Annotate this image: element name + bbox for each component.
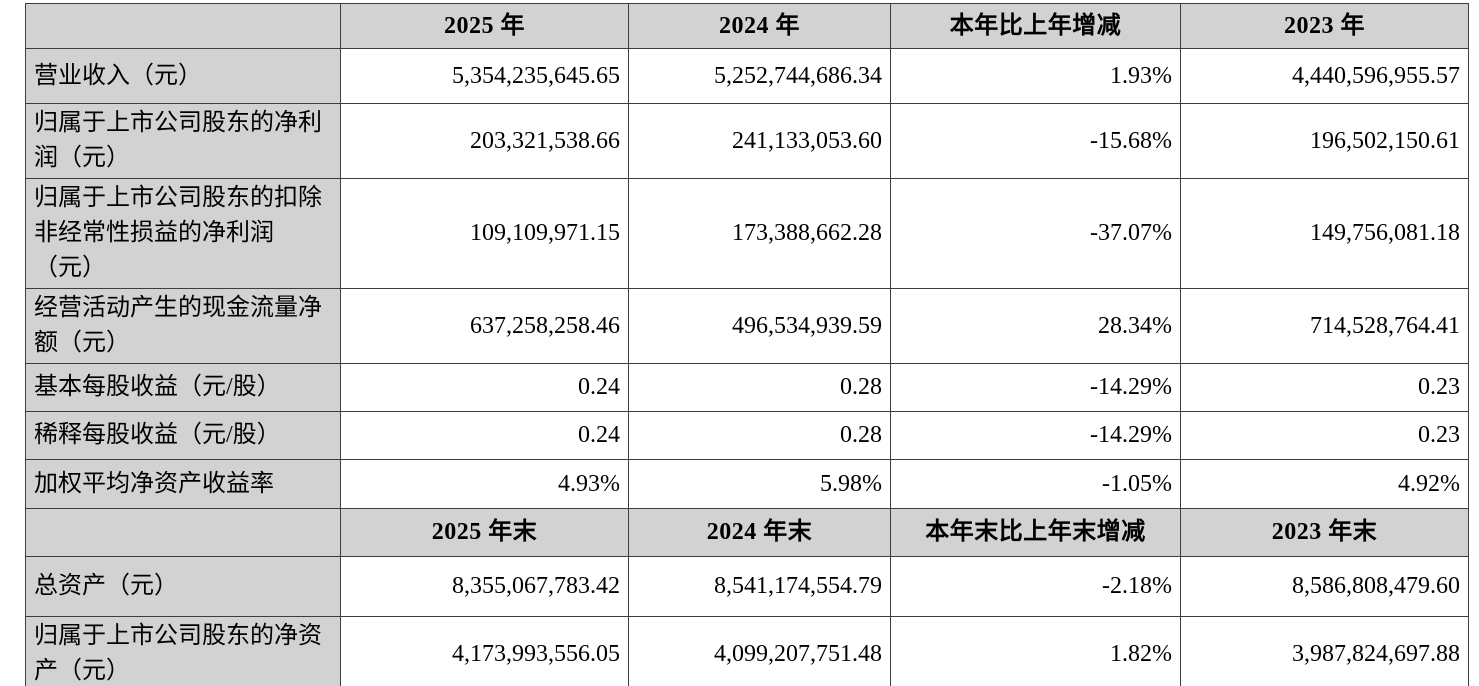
row-label: 加权平均净资产收益率 <box>25 459 341 509</box>
cell-value: -15.68% <box>890 103 1181 179</box>
row-label: 经营活动产生的现金流量净额（元） <box>25 288 341 364</box>
empty-corner-cell <box>25 3 341 49</box>
cell-value: 3,987,824,697.88 <box>1180 616 1469 686</box>
cell-value: 4,440,596,955.57 <box>1180 48 1469 104</box>
row-label: 归属于上市公司股东的净资产（元） <box>25 616 341 686</box>
cell-value: 149,756,081.18 <box>1180 178 1469 289</box>
cell-value: 0.24 <box>340 363 629 412</box>
cell-value: 4,099,207,751.48 <box>628 616 891 686</box>
cell-value: -2.18% <box>890 556 1181 617</box>
table-row-net-profit: 归属于上市公司股东的净利润（元） 203,321,538.66 241,133,… <box>25 103 1469 179</box>
cell-value: -1.05% <box>890 459 1181 509</box>
cell-value: 4,173,993,556.05 <box>340 616 629 686</box>
cell-value: 8,355,067,783.42 <box>340 556 629 617</box>
row-label: 总资产（元） <box>25 556 341 617</box>
cell-value: -14.29% <box>890 363 1181 412</box>
column-header-2023: 2023 年 <box>1180 3 1469 49</box>
table-row-net-assets: 归属于上市公司股东的净资产（元） 4,173,993,556.05 4,099,… <box>25 616 1469 686</box>
cell-value: 196,502,150.61 <box>1180 103 1469 179</box>
cell-value: 28.34% <box>890 288 1181 364</box>
table-row-revenue: 营业收入（元） 5,354,235,645.65 5,252,744,686.3… <box>25 48 1469 104</box>
column-header-2024-end: 2024 年末 <box>628 508 891 557</box>
column-header-yoy-change: 本年比上年增减 <box>890 3 1181 49</box>
row-label: 营业收入（元） <box>25 48 341 104</box>
cell-value: 0.23 <box>1180 363 1469 412</box>
cell-value: 1.82% <box>890 616 1181 686</box>
cell-value: 0.28 <box>628 411 891 460</box>
table-row-weighted-avg-roe: 加权平均净资产收益率 4.93% 5.98% -1.05% 4.92% <box>25 459 1469 509</box>
cell-value: -37.07% <box>890 178 1181 289</box>
row-label: 归属于上市公司股东的净利润（元） <box>25 103 341 179</box>
row-label: 稀释每股收益（元/股） <box>25 411 341 460</box>
table-row-basic-eps: 基本每股收益（元/股） 0.24 0.28 -14.29% 0.23 <box>25 363 1469 412</box>
row-label: 基本每股收益（元/股） <box>25 363 341 412</box>
column-header-2025-end: 2025 年末 <box>340 508 629 557</box>
table-row-deducted-net-profit: 归属于上市公司股东的扣除非经常性损益的净利润（元） 109,109,971.15… <box>25 178 1469 289</box>
column-header-year-end-change: 本年末比上年末增减 <box>890 508 1181 557</box>
table-row-total-assets: 总资产（元） 8,355,067,783.42 8,541,174,554.79… <box>25 556 1469 617</box>
cell-value: 1.93% <box>890 48 1181 104</box>
cell-value: 496,534,939.59 <box>628 288 891 364</box>
cell-value: 5,354,235,645.65 <box>340 48 629 104</box>
cell-value: 5.98% <box>628 459 891 509</box>
cell-value: 5,252,744,686.34 <box>628 48 891 104</box>
cell-value: 241,133,053.60 <box>628 103 891 179</box>
table-row-diluted-eps: 稀释每股收益（元/股） 0.24 0.28 -14.29% 0.23 <box>25 411 1469 460</box>
cell-value: 173,388,662.28 <box>628 178 891 289</box>
financial-summary-table: 2025 年 2024 年 本年比上年增减 2023 年 营业收入（元） 5,3… <box>25 3 1469 686</box>
cell-value: -14.29% <box>890 411 1181 460</box>
cell-value: 8,541,174,554.79 <box>628 556 891 617</box>
table-row-operating-cash-flow: 经营活动产生的现金流量净额（元） 637,258,258.46 496,534,… <box>25 288 1469 364</box>
cell-value: 0.23 <box>1180 411 1469 460</box>
empty-corner-cell <box>25 508 341 557</box>
column-header-2025: 2025 年 <box>340 3 629 49</box>
year-end-header-row: 2025 年末 2024 年末 本年末比上年末增减 2023 年末 <box>25 508 1469 557</box>
cell-value: 8,586,808,479.60 <box>1180 556 1469 617</box>
cell-value: 714,528,764.41 <box>1180 288 1469 364</box>
cell-value: 109,109,971.15 <box>340 178 629 289</box>
cell-value: 203,321,538.66 <box>340 103 629 179</box>
column-header-2024: 2024 年 <box>628 3 891 49</box>
cell-value: 0.28 <box>628 363 891 412</box>
column-header-2023-end: 2023 年末 <box>1180 508 1469 557</box>
annual-header-row: 2025 年 2024 年 本年比上年增减 2023 年 <box>25 3 1469 49</box>
cell-value: 637,258,258.46 <box>340 288 629 364</box>
cell-value: 0.24 <box>340 411 629 460</box>
cell-value: 4.93% <box>340 459 629 509</box>
cell-value: 4.92% <box>1180 459 1469 509</box>
row-label: 归属于上市公司股东的扣除非经常性损益的净利润（元） <box>25 178 341 289</box>
